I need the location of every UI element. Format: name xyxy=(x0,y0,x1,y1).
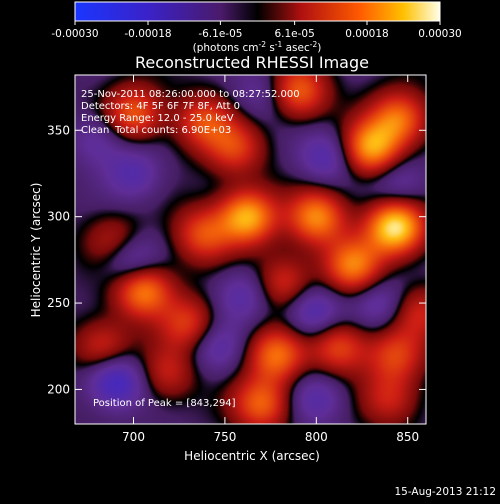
annotation-time-range: 25-Nov-2011 08:26:00.000 to 08:27:52.000 xyxy=(81,89,300,100)
colorbar-tick-label: 6.1e-05 xyxy=(274,28,314,40)
colorbar-tick-label: 0.00018 xyxy=(345,28,388,40)
colorbar-tick-label: 0.00030 xyxy=(418,28,461,40)
plot-frame xyxy=(74,74,427,425)
colorbar-tick-label: -0.00030 xyxy=(51,28,98,40)
x-tick-label: 750 xyxy=(213,430,236,444)
y-tick-label: 300 xyxy=(47,210,70,224)
date-stamp: 15-Aug-2013 21:12 xyxy=(394,486,496,498)
x-axis-label: Heliocentric X (arcsec) xyxy=(184,449,320,463)
peak-position-label: Position of Peak = [843,294] xyxy=(93,398,236,409)
y-axis: 200 250 300 350 xyxy=(47,123,426,396)
annotation-detectors: Detectors: 4F 5F 6F 7F 8F, Att 0 xyxy=(81,101,240,112)
annotation-block: 25-Nov-2011 08:26:00.000 to 08:27:52.000… xyxy=(81,89,300,136)
heatmap-image xyxy=(75,75,426,424)
x-tick-label: 850 xyxy=(396,430,419,444)
annotation-method: Clean xyxy=(81,125,109,136)
colorbar-tick-label: -0.00018 xyxy=(124,28,171,40)
colorbar-unit-label: (photons cm-2 s-1 asec-2) xyxy=(193,40,322,54)
x-axis: 700 750 800 850 xyxy=(122,75,419,444)
x-tick-label: 700 xyxy=(122,430,145,444)
colorbar-gradient xyxy=(74,1,441,22)
annotation-energy-range: Energy Range: 12.0 - 25.0 keV xyxy=(81,113,234,124)
colorbar-tick-label: -6.1e-05 xyxy=(198,28,242,40)
colorbar-ticks: -0.00030 -0.00018 -6.1e-05 6.1e-05 0.00018 0.… xyxy=(51,21,462,40)
y-tick-label: 200 xyxy=(47,382,70,396)
y-axis-label: Heliocentric Y (arcsec) xyxy=(29,183,43,318)
chart-title: Reconstructed RHESSI Image xyxy=(135,53,369,72)
colorbar: -0.00030 -0.00018 -6.1e-05 6.1e-05 0.00018 0.… xyxy=(51,1,462,54)
y-tick-label: 350 xyxy=(47,123,70,137)
y-tick-label: 250 xyxy=(47,296,70,310)
annotation-total-counts: Total counts: 6.90E+03 xyxy=(114,125,231,136)
x-tick-label: 800 xyxy=(305,430,328,444)
